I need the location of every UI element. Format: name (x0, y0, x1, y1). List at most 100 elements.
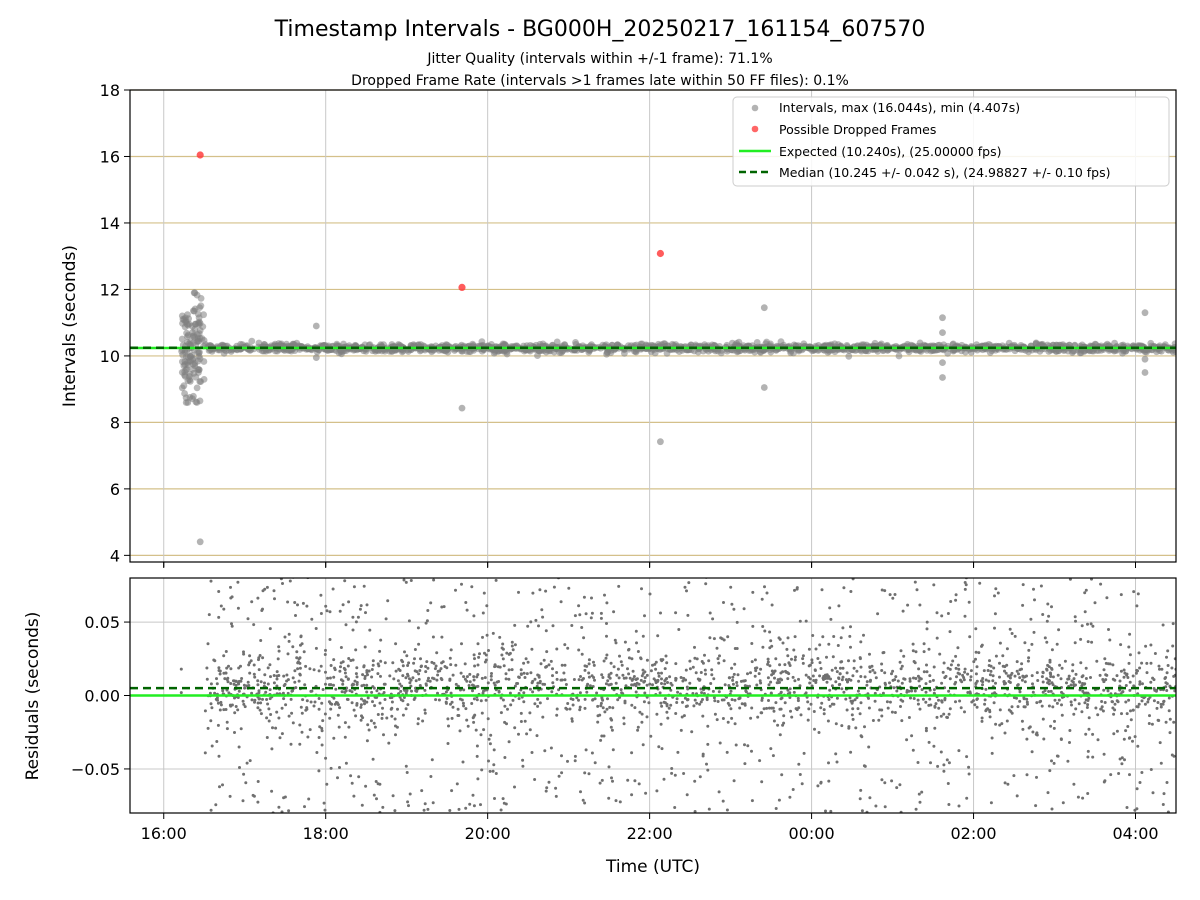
residual-point (906, 603, 910, 607)
residual-point (435, 651, 439, 655)
residual-point (1057, 628, 1061, 632)
residual-point (837, 676, 841, 680)
residual-point (883, 589, 887, 593)
residual-point (1045, 640, 1049, 644)
residual-point (835, 696, 839, 700)
residual-point (509, 703, 513, 707)
residual-point (1171, 644, 1175, 648)
residual-point (735, 681, 739, 684)
residual-point (609, 682, 613, 686)
residual-point (332, 658, 336, 662)
residual-point (1086, 755, 1090, 759)
residual-point (643, 679, 647, 683)
residual-point (742, 607, 746, 611)
residual-point (296, 603, 299, 607)
residual-point (728, 676, 732, 680)
residual-point (884, 683, 887, 686)
residual-point (880, 708, 884, 712)
interval-point (986, 349, 994, 356)
residual-point (623, 699, 627, 703)
residual-point (400, 684, 404, 688)
residual-point (417, 642, 421, 646)
residual-point (827, 761, 830, 765)
residual-point (1050, 667, 1054, 671)
residual-point (601, 676, 605, 679)
residual-point (622, 722, 626, 726)
residual-point (291, 689, 295, 693)
residual-point (479, 699, 483, 703)
residual-point (852, 666, 856, 670)
residual-point (1023, 680, 1027, 684)
residual-point (522, 661, 526, 665)
residual-point (948, 630, 952, 634)
residual-point (394, 669, 398, 673)
residual-point (236, 681, 240, 685)
residual-point (1046, 791, 1050, 795)
residual-point (545, 786, 549, 790)
residual-point (379, 659, 383, 663)
residual-point (327, 700, 331, 704)
residual-point (782, 721, 786, 725)
residual-point (321, 688, 325, 691)
residual-point (898, 783, 902, 787)
residual-point (607, 796, 611, 800)
residual-point (605, 653, 609, 657)
residual-point (334, 687, 338, 691)
residual-point (513, 643, 517, 647)
residual-point (388, 674, 392, 678)
residual-point (350, 701, 354, 705)
residual-point (881, 651, 885, 655)
residual-point (305, 604, 309, 608)
residual-point (562, 671, 566, 675)
residual-point (901, 609, 905, 613)
residual-point (322, 801, 326, 805)
residual-point (583, 801, 587, 805)
residual-point (411, 676, 415, 680)
residual-point (643, 614, 646, 618)
residual-point (257, 656, 261, 660)
residual-point (783, 663, 787, 667)
residual-point (421, 719, 425, 723)
residual-point (1068, 741, 1071, 744)
residual-point (630, 657, 634, 661)
residual-point (587, 772, 591, 776)
residual-point (253, 675, 257, 679)
residual-point (1168, 731, 1172, 735)
residual-point (1051, 705, 1055, 709)
residual-point (1128, 680, 1132, 684)
residual-point (472, 653, 476, 657)
residual-point (786, 688, 790, 692)
residual-point (422, 808, 426, 812)
residual-point (722, 659, 726, 663)
residuals-ylabel: Residuals (seconds) (23, 612, 43, 781)
residual-point (849, 750, 853, 754)
residual-point (572, 678, 576, 681)
residual-point (1005, 663, 1009, 667)
residual-point (957, 804, 961, 808)
residual-point (564, 683, 568, 686)
residual-point (673, 773, 677, 777)
residual-point (317, 697, 321, 700)
residual-point (332, 675, 336, 679)
residual-point (318, 725, 322, 729)
residual-point (408, 677, 411, 681)
residual-point (986, 669, 990, 672)
residual-point (1069, 683, 1073, 687)
residual-point (432, 578, 436, 582)
residual-point (1049, 672, 1053, 676)
residual-point (470, 585, 474, 589)
residual-point (770, 673, 774, 677)
residual-point (489, 733, 493, 737)
residual-point (298, 672, 302, 676)
residual-point (873, 671, 877, 675)
residual-point (788, 795, 792, 799)
interval-outlier-point (1141, 309, 1149, 317)
residual-point (209, 579, 213, 583)
residual-point (947, 712, 951, 716)
residual-point (827, 642, 831, 646)
residual-point (1042, 737, 1046, 741)
residual-point (1013, 674, 1017, 678)
residual-point (750, 642, 754, 645)
residual-point (367, 669, 371, 673)
residual-point (756, 715, 760, 719)
